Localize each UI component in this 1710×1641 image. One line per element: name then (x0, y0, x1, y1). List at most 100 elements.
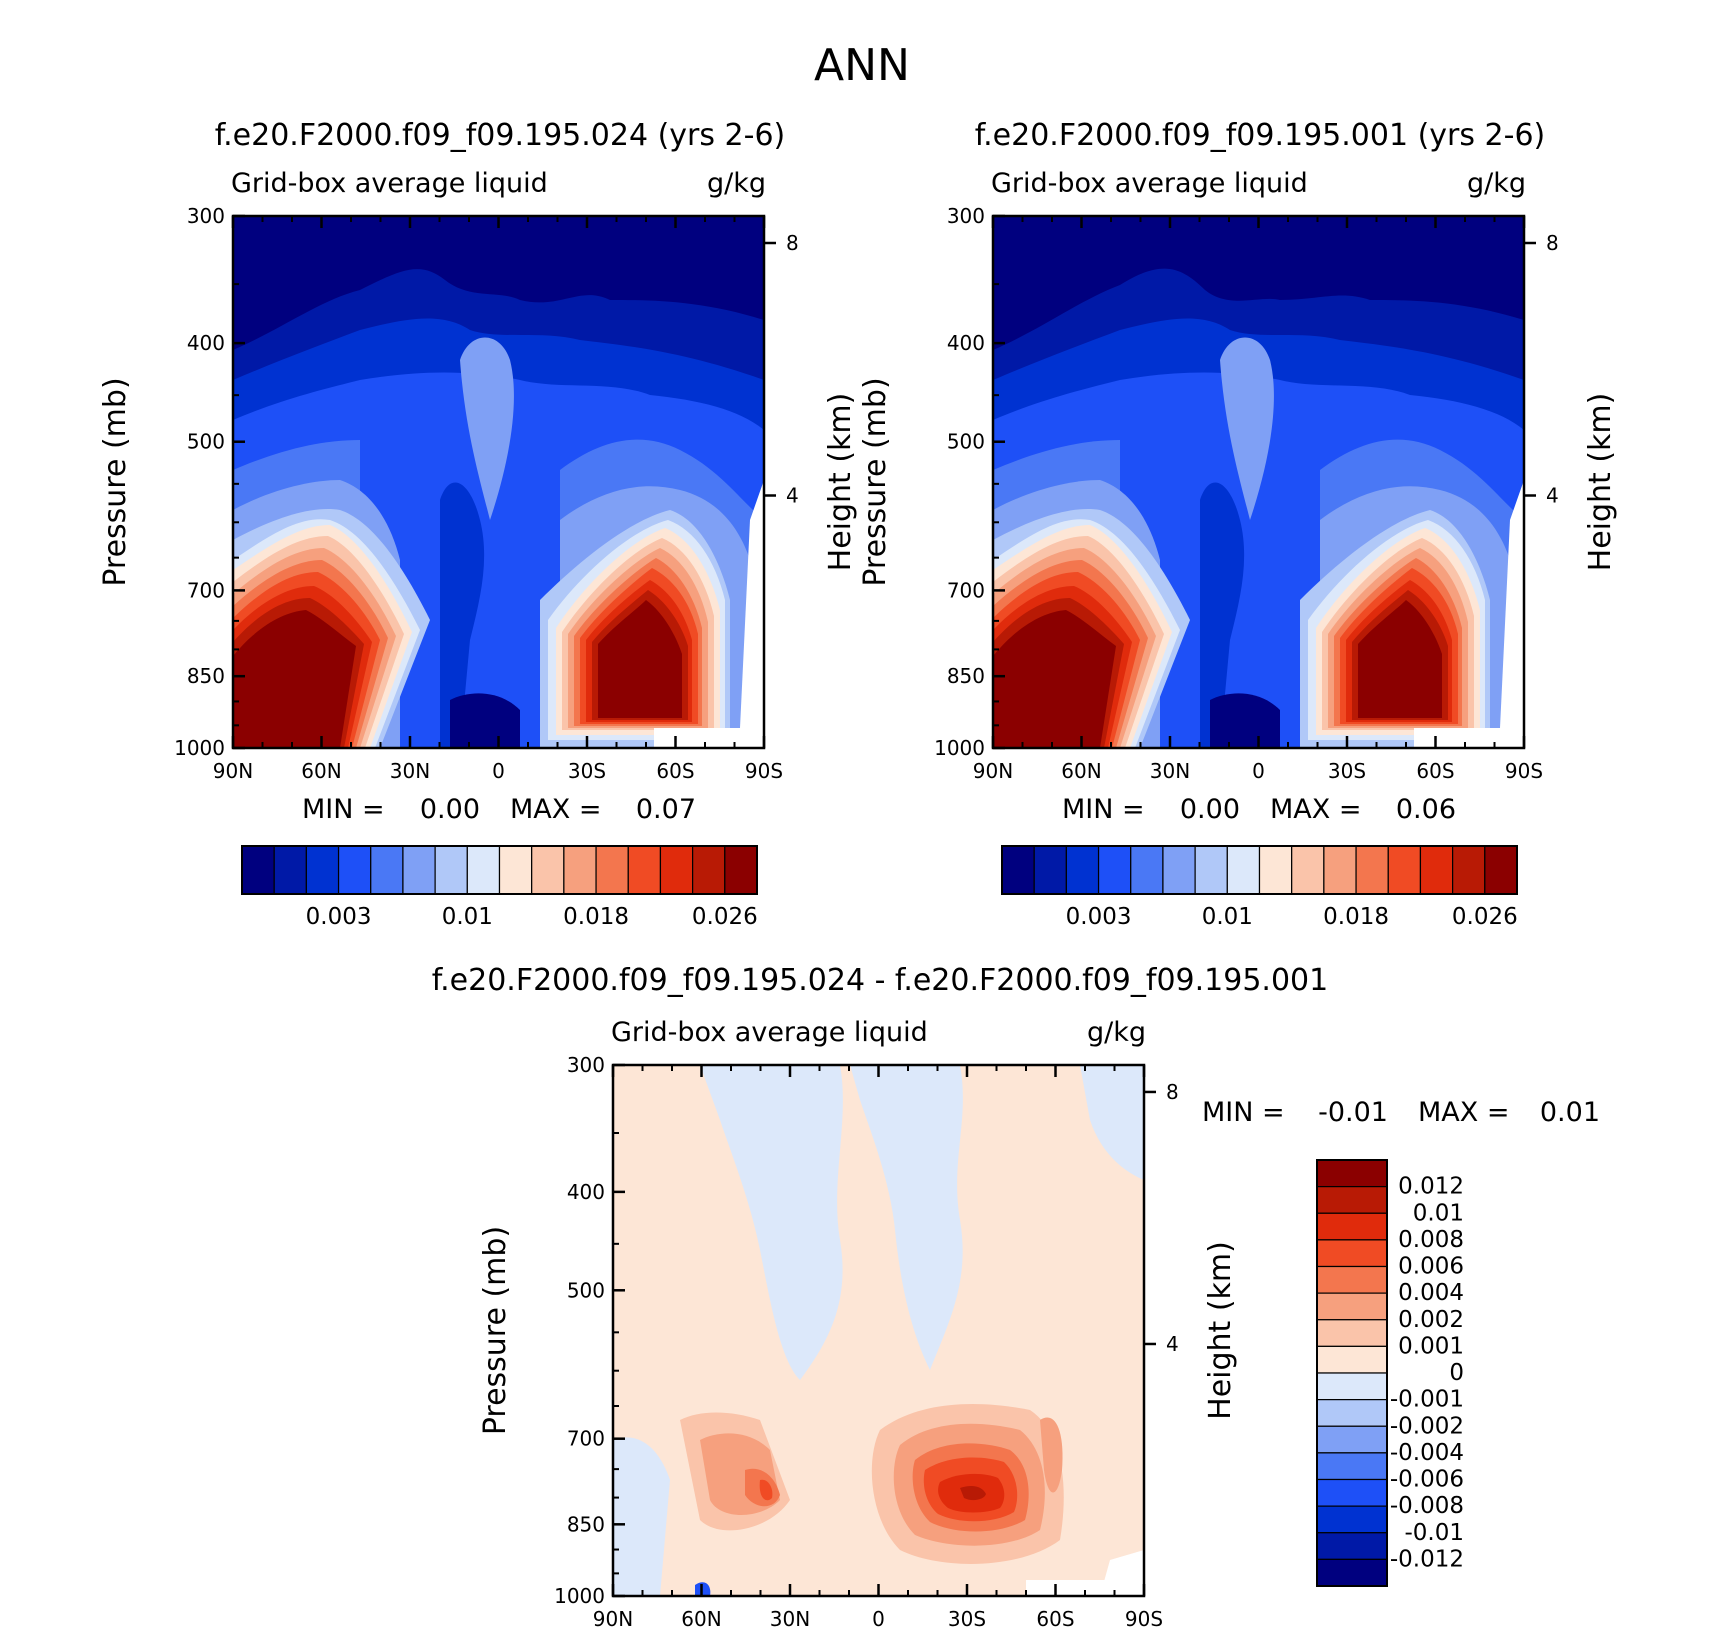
colorbar-swatch (1316, 1372, 1388, 1401)
min-label: MIN = (1202, 1097, 1285, 1128)
colorbar-label: 0.01 (442, 904, 493, 930)
y-tick-label: 700 (187, 578, 225, 602)
y-tick-label: 850 (947, 664, 985, 688)
colorbar-swatch (1316, 1292, 1388, 1321)
colorbar-frame (1001, 845, 1518, 895)
x-tick-label: 60S (1416, 759, 1454, 783)
panel-variable-label: Grid-box average liquid (231, 168, 548, 199)
max-label: MAX = (510, 794, 601, 825)
panel-model-001: f.e20.F2000.f09_f09.195.001 (yrs 2-6) Gr… (858, 118, 1618, 930)
y-tick-label: 700 (567, 1427, 605, 1451)
colorbar-swatch (1316, 1159, 1388, 1188)
contour-field (613, 1065, 1144, 1596)
y-tick-label: 850 (187, 664, 225, 688)
y-tick-label: 850 (567, 1512, 605, 1536)
panel-title: f.e20.F2000.f09_f09.195.024 (yrs 2-6) (215, 118, 785, 153)
colorbar-swatch (1484, 845, 1518, 895)
colorbar-swatch (1316, 1212, 1388, 1241)
y-axis-label: Pressure (mb) (858, 377, 893, 586)
colorbar-swatch (595, 845, 629, 895)
colorbar-swatch (627, 845, 662, 895)
colorbar-swatch (1316, 1505, 1388, 1534)
x-tick-label: 90S (1125, 1607, 1163, 1631)
colorbar-label: -0.001 (1390, 1387, 1464, 1413)
panel-variable-label: Grid-box average liquid (611, 1017, 928, 1048)
y2-tick-label: 4 (1166, 1332, 1179, 1356)
colorbar-swatch (1316, 1558, 1388, 1587)
max-label: MAX = (1270, 794, 1361, 825)
colorbar-swatch (1323, 845, 1357, 895)
colorbar-swatch (370, 845, 404, 895)
colorbar-swatch (241, 845, 275, 895)
colorbar-label: 0.026 (1452, 904, 1518, 930)
x-tick-label: 30N (770, 1607, 810, 1631)
colorbar-label: 0.01 (1202, 904, 1253, 930)
y-axis-label: Pressure (mb) (478, 1226, 513, 1435)
x-tick-label: 0 (872, 1607, 885, 1631)
colorbar-swatch (1316, 1319, 1388, 1347)
y2-tick-label: 8 (1546, 231, 1559, 255)
colorbar-swatch (1258, 845, 1293, 895)
colorbar-swatch (1452, 845, 1486, 895)
max-value: 0.01 (1540, 1097, 1600, 1128)
colorbar-swatch (1316, 1399, 1388, 1427)
x-tick-label: 60N (1061, 759, 1101, 783)
colorbar-swatch (1097, 845, 1132, 895)
colorbar-swatch (305, 845, 340, 895)
colorbar-swatch (1065, 845, 1100, 895)
y2-axis-label: Height (km) (1583, 393, 1618, 572)
x-tick-label: 90S (1505, 759, 1543, 783)
colorbar-swatch (1316, 1452, 1388, 1481)
colorbar-label: 0.008 (1398, 1227, 1464, 1253)
colorbar-swatch (1355, 845, 1389, 895)
colorbar-swatch (498, 845, 533, 895)
colorbar-label: -0.002 (1390, 1413, 1464, 1439)
colorbar-swatch (1316, 1478, 1388, 1507)
colorbar-label: 0.003 (1066, 904, 1132, 930)
colorbar-frame (1316, 1159, 1388, 1587)
colorbar-swatch (1130, 845, 1164, 895)
x-tick-label: 30N (1150, 759, 1190, 783)
colorbar-swatch (1316, 1425, 1388, 1454)
y-axis-label: Pressure (mb) (98, 377, 133, 586)
min-value: -0.01 (1318, 1097, 1388, 1128)
y2-tick-label: 4 (1546, 484, 1559, 508)
min-value: 0.00 (420, 794, 480, 825)
colorbar-swatch (273, 845, 307, 895)
colorbar-swatch (466, 845, 501, 895)
y-tick-label: 500 (187, 430, 225, 454)
y-tick-label: 400 (567, 1180, 605, 1204)
panel-units-label: g/kg (1087, 1017, 1146, 1048)
panel-units-label: g/kg (1467, 168, 1526, 199)
contour-field (993, 216, 1524, 748)
colorbar-swatch (1419, 845, 1454, 895)
colorbar-swatch (1033, 845, 1067, 895)
colorbar-swatch (1316, 1345, 1388, 1374)
x-tick-label: 90S (745, 759, 783, 783)
colorbar-label: -0.004 (1390, 1440, 1464, 1466)
colorbar-label: 0.012 (1398, 1174, 1464, 1200)
colorbar-swatch (434, 845, 468, 895)
y-tick-label: 300 (567, 1053, 605, 1077)
panel-title: f.e20.F2000.f09_f09.195.024 - f.e20.F200… (432, 963, 1328, 998)
y-tick-label: 1000 (174, 736, 225, 760)
x-tick-label: 90N (973, 759, 1013, 783)
colorbar: 0.003 0.01 0.018 0.026 (241, 845, 758, 930)
y-tick-label: 1000 (934, 736, 985, 760)
page-title: ANN (814, 40, 910, 91)
y2-tick-label: 8 (786, 231, 799, 255)
colorbar-label: -0.01 (1404, 1520, 1464, 1546)
colorbar-swatch (1001, 845, 1035, 895)
colorbar-label: 0.018 (1323, 904, 1389, 930)
panel-variable-label: Grid-box average liquid (991, 168, 1308, 199)
colorbar-label: 0.01 (1413, 1200, 1464, 1226)
y2-tick-label: 4 (786, 484, 799, 508)
colorbar-label: 0.006 (1398, 1254, 1464, 1280)
colorbar-label: -0.006 (1390, 1467, 1464, 1493)
colorbar-swatch (692, 845, 726, 895)
panel-units-label: g/kg (707, 168, 766, 199)
max-value: 0.07 (636, 794, 696, 825)
colorbar-label: 0 (1449, 1360, 1464, 1386)
